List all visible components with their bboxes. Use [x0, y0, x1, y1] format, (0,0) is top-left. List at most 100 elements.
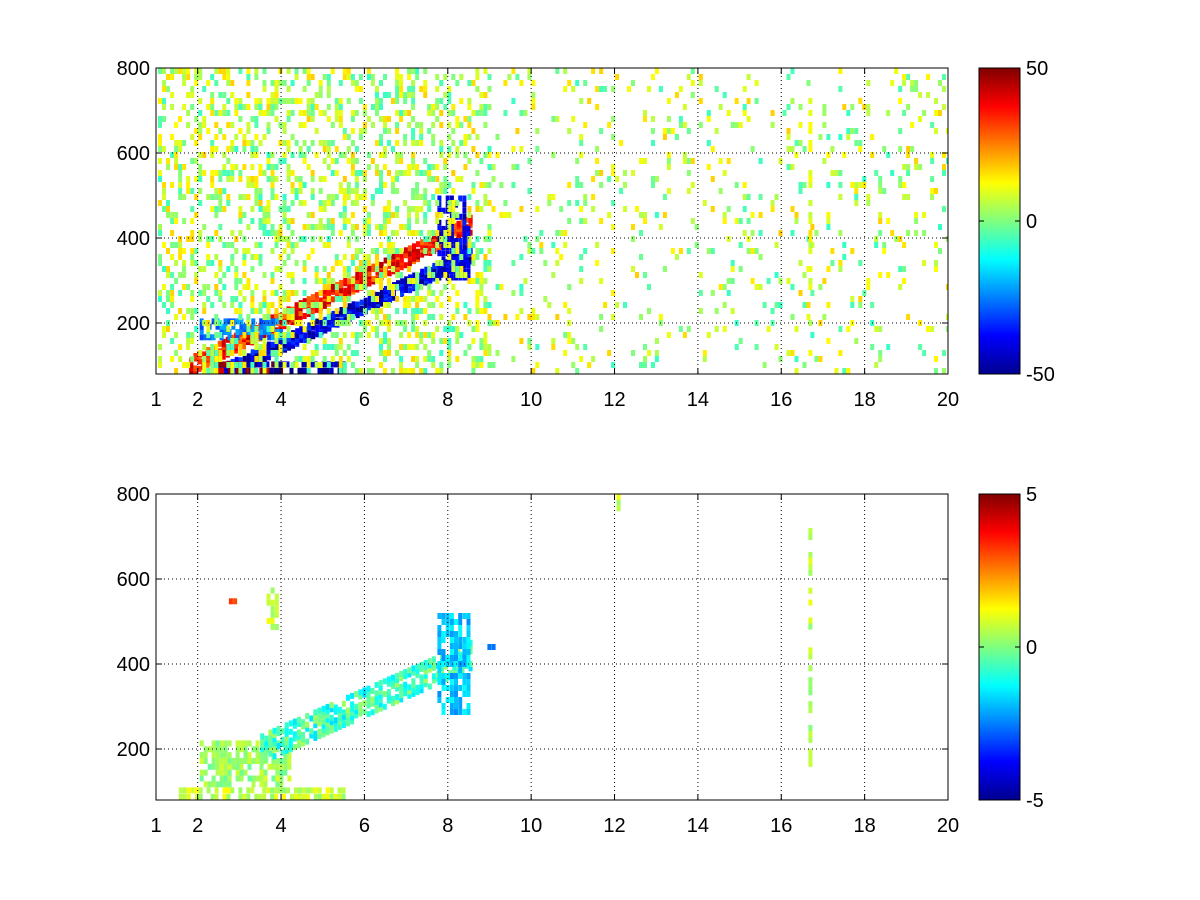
heatmap-cell — [274, 787, 279, 794]
heatmap-cell — [234, 110, 239, 116]
heatmap-cell — [218, 68, 223, 74]
heatmap-cell — [206, 236, 211, 242]
heatmap-cell — [271, 341, 275, 348]
heatmap-cells — [158, 68, 948, 374]
heatmap-cell — [491, 164, 496, 170]
heatmap-cell — [284, 726, 289, 733]
heatmap-cell — [178, 164, 183, 170]
heatmap-cell — [222, 92, 227, 98]
heatmap-cell — [298, 188, 303, 194]
heatmap-cell — [942, 152, 946, 158]
heatmap-cell — [330, 356, 335, 362]
heatmap-cell — [214, 110, 219, 116]
heatmap-cell — [467, 116, 472, 122]
heatmap-cell — [359, 279, 364, 286]
heatmap-cell — [313, 730, 318, 737]
heatmap-cell — [682, 104, 687, 110]
heatmap-cell — [166, 308, 170, 314]
heatmap-cell — [449, 631, 454, 637]
heatmap-cell — [411, 678, 416, 685]
heatmap-cell — [309, 732, 314, 739]
heatmap-cell — [258, 98, 263, 104]
heatmap-cell — [730, 278, 735, 284]
heatmap-cell — [194, 326, 199, 332]
heatmap-cell — [251, 323, 256, 330]
heatmap-cell — [338, 356, 343, 362]
heatmap-cell — [190, 356, 195, 362]
heatmap-cell — [210, 236, 215, 242]
heatmap-cell — [190, 308, 195, 314]
heatmap-cell — [334, 170, 339, 176]
heatmap-cell — [166, 248, 170, 254]
heatmap-cell — [651, 74, 655, 80]
heatmap-cell — [423, 676, 428, 683]
heatmap-cell — [198, 152, 203, 158]
heatmap-cell — [321, 793, 326, 800]
heatmap-cell — [407, 368, 412, 374]
heatmap-cell — [162, 182, 166, 188]
heatmap-cell — [346, 158, 351, 164]
heatmap-cell — [379, 300, 384, 307]
heatmap-cell — [334, 116, 339, 122]
heatmap-cell — [462, 207, 467, 214]
heatmap-cell — [178, 787, 183, 794]
heatmap-cell — [391, 695, 395, 702]
heatmap-cell — [239, 775, 244, 782]
heatmap-cell — [483, 266, 488, 272]
heatmap-cell — [487, 224, 492, 230]
heatmap-cell — [366, 116, 371, 122]
heatmap-cell — [162, 146, 166, 152]
heatmap-cell — [301, 736, 306, 743]
heatmap-cell — [270, 152, 275, 158]
heatmap-cell — [219, 323, 224, 330]
heatmap-cell — [399, 152, 404, 158]
heatmap-cell — [278, 266, 283, 272]
heatmap-cell — [326, 224, 331, 230]
heatmap-cell — [411, 682, 416, 689]
heatmap-cell — [459, 254, 464, 260]
heatmap-cell — [170, 242, 175, 248]
heatmap-cell — [802, 302, 807, 308]
heatmap-cell — [250, 362, 255, 368]
heatmap-cell — [354, 224, 359, 230]
heatmap-cell — [407, 224, 412, 230]
heatmap-cell — [266, 104, 271, 110]
heatmap-cell — [411, 356, 416, 362]
heatmap-cell — [934, 266, 938, 272]
heatmap-cell — [866, 110, 871, 116]
heatmap-cell — [258, 350, 263, 356]
heatmap-cell — [238, 308, 243, 314]
heatmap-cell — [451, 200, 456, 206]
heatmap-cell — [487, 350, 492, 356]
heatmap-cell — [437, 679, 442, 685]
heatmap-cell — [367, 293, 372, 300]
heatmap-cell — [270, 110, 275, 116]
heatmap-cell — [298, 146, 303, 152]
heatmap-cell — [214, 122, 219, 128]
heatmap-cell — [223, 781, 228, 788]
heatmap-cell — [295, 328, 300, 335]
heatmap-cell — [439, 80, 444, 86]
heatmap-cell — [220, 361, 224, 368]
heatmap-cell — [391, 674, 395, 681]
heatmap-cell — [367, 270, 372, 277]
heatmap-cell — [710, 146, 715, 152]
heatmap-cell — [838, 194, 843, 200]
heatmap-cell — [239, 758, 244, 764]
heatmap-cell — [205, 346, 210, 353]
heatmap-cell — [282, 158, 287, 164]
heatmap-cell — [411, 164, 416, 170]
x-tick-label: 12 — [603, 815, 625, 837]
heatmap-cell — [322, 288, 327, 294]
heatmap-cell — [326, 86, 331, 92]
heatmap-cell — [449, 649, 454, 655]
heatmap-cell — [579, 206, 584, 212]
heatmap-cell — [282, 332, 287, 338]
heatmap-cell — [226, 146, 231, 152]
heatmap-cell — [808, 98, 813, 104]
heatmap-cell — [339, 292, 344, 299]
heatmap-cell — [846, 368, 851, 374]
heatmap-cell — [370, 296, 375, 302]
heatmap-cell — [198, 170, 203, 176]
heatmap-cell — [431, 338, 436, 344]
